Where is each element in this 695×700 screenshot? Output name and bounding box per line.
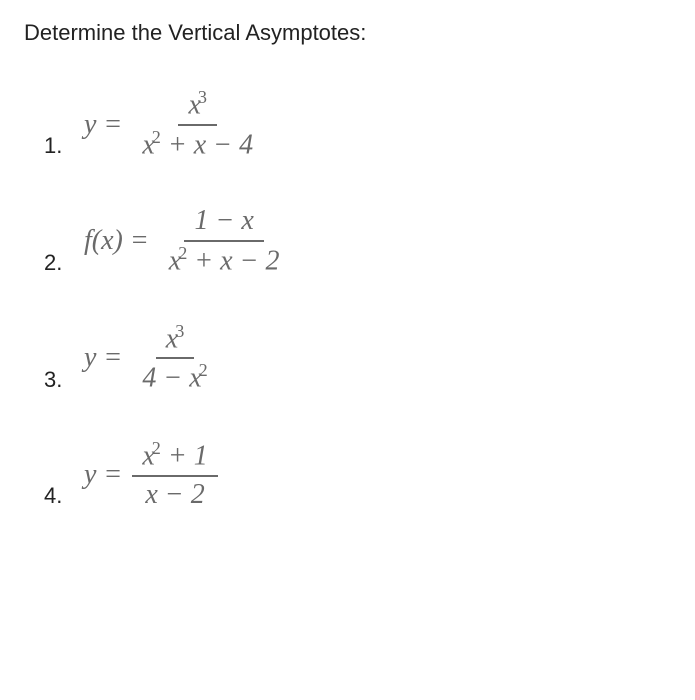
problem-number: 3.	[44, 367, 84, 393]
fraction: x3 4 − x2	[132, 320, 217, 397]
equation: y = x3 x2 + x − 4	[84, 86, 263, 163]
problem-list: 1. y = x3 x2 + x − 4 2. f(x) = 1 − x x2 …	[24, 86, 671, 513]
problem-4: 4. y = x2 + 1 x − 2	[44, 437, 671, 513]
problem-1: 1. y = x3 x2 + x − 4	[44, 86, 671, 163]
denominator: x2 + x − 4	[132, 126, 263, 164]
problem-3: 3. y = x3 4 − x2	[44, 320, 671, 397]
equation: y = x2 + 1 x − 2	[84, 437, 218, 513]
problem-number: 4.	[44, 483, 84, 509]
equation-lhs: f(x) =	[84, 225, 149, 257]
equation-lhs: y =	[84, 459, 122, 491]
problem-2: 2. f(x) = 1 − x x2 + x − 2	[44, 203, 671, 279]
numerator: x3	[156, 320, 195, 360]
equation-lhs: y =	[84, 109, 122, 141]
equation-lhs: y =	[84, 342, 122, 374]
problem-number: 2.	[44, 250, 84, 276]
fraction: 1 − x x2 + x − 2	[159, 203, 290, 279]
equation: f(x) = 1 − x x2 + x − 2	[84, 203, 290, 279]
denominator: x − 2	[135, 477, 214, 513]
denominator: 4 − x2	[132, 359, 217, 397]
numerator: x2 + 1	[132, 437, 217, 477]
fraction: x3 x2 + x − 4	[132, 86, 263, 163]
denominator: x2 + x − 2	[159, 242, 290, 280]
equation: y = x3 4 − x2	[84, 320, 218, 397]
problem-number: 1.	[44, 133, 84, 159]
numerator: 1 − x	[184, 203, 263, 241]
numerator: x3	[178, 86, 217, 126]
fraction: x2 + 1 x − 2	[132, 437, 217, 513]
page-title: Determine the Vertical Asymptotes:	[24, 20, 671, 46]
